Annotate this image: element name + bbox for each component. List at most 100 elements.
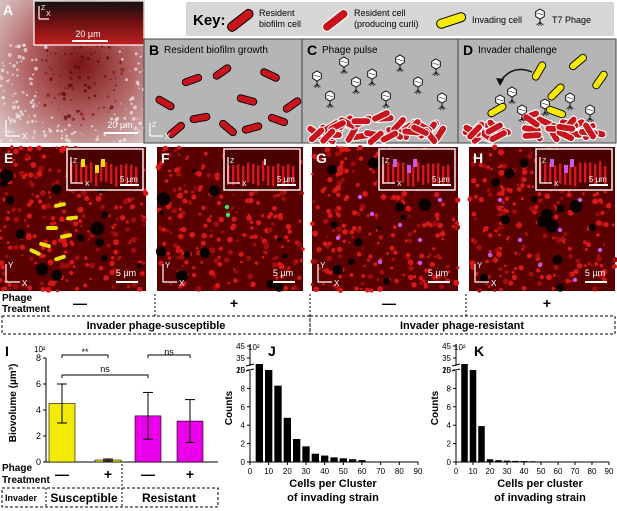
texture-dot (134, 67, 138, 71)
invading-cell (417, 260, 423, 266)
resident-cell-dot (203, 223, 208, 228)
resident-cell-dot (40, 286, 46, 292)
resident-cell-dot (143, 168, 147, 172)
resident-cell-dot (311, 172, 314, 176)
resident-cell-dot (215, 283, 221, 288)
invading-cell (39, 241, 51, 249)
resident-cell-dot (113, 223, 117, 227)
texture-dot (125, 108, 127, 110)
key-resident-label-2: biofilm cell (259, 19, 301, 29)
resident-cell-dot (172, 242, 178, 248)
resident-cell-dot (125, 227, 130, 232)
resident-cell-dot (379, 235, 382, 239)
curli-cell (366, 129, 385, 146)
resident-cell-dot (531, 185, 535, 188)
panel-a-inset-scalebar-label: 20 µm (75, 29, 100, 39)
resident-cell-dot (83, 283, 88, 288)
texture-dot (105, 135, 107, 137)
axis-y-label: Y (320, 261, 326, 270)
resident-cell-dot (227, 250, 233, 255)
resident-cell-dot (528, 271, 534, 277)
axis-break-mark (245, 363, 255, 367)
texture-dot (44, 72, 48, 75)
x-tick-label: 30 (503, 467, 512, 476)
inset-column (125, 163, 128, 184)
resident-cell-dot (140, 271, 145, 276)
axis-break (246, 366, 254, 371)
resident-cell-dot (271, 262, 278, 268)
resident-cell-dot (361, 274, 366, 278)
sig-label: ns (164, 347, 174, 357)
bar (529, 461, 536, 463)
texture-dot (139, 55, 142, 58)
resident-cell-dot (501, 201, 505, 205)
resident-cell-dot (584, 264, 587, 267)
resident-cell (267, 113, 289, 127)
resident-cell-dot (25, 154, 30, 159)
resident-cell-dot (216, 237, 221, 242)
texture-dot (11, 83, 14, 86)
inset-scalebar-label: 5 µm (120, 175, 138, 184)
resident-cell (282, 97, 302, 113)
bar (461, 370, 468, 462)
texture-dot (53, 96, 56, 100)
resident-cell-dot (427, 268, 432, 272)
resident-cell-dot (368, 232, 372, 236)
panel-k-xlabel-1: Cells per cluster (497, 478, 583, 490)
resident-cell-dot (119, 215, 126, 221)
resident-cell-dot (27, 146, 33, 152)
texture-dot (70, 99, 72, 101)
x-tick-label: 80 (395, 467, 404, 476)
inset-column (549, 162, 552, 183)
resident-cell-dot (231, 206, 235, 210)
resident-cell-dot (250, 281, 256, 288)
texture-dot (69, 70, 73, 75)
resident-cell-dot (393, 250, 398, 255)
resident-cell-dot (209, 234, 213, 238)
resident-cell-dot (55, 289, 60, 293)
texture-dot (120, 67, 125, 72)
texture-dot (21, 56, 25, 60)
texture-dot (7, 130, 11, 134)
resident-cell-dot (233, 268, 236, 271)
resident-cell-dot (316, 249, 320, 252)
resident-cell-dot (88, 201, 93, 206)
resident-cell-dot (242, 232, 247, 238)
texture-dot (67, 114, 71, 119)
key-resident-label: Resident (259, 8, 295, 18)
resident-cell-dot (76, 193, 81, 198)
texture-dot (31, 78, 34, 81)
resident-cell-dot (338, 274, 343, 279)
resident-cell-dot (369, 288, 374, 293)
texture-dot (12, 101, 15, 104)
resident-cell-dot (542, 233, 548, 239)
resident-cell-dot (13, 216, 20, 223)
resident-cell-dot (142, 223, 146, 227)
resident-cell-dot (247, 197, 254, 204)
resident-cell-dot (26, 224, 30, 228)
texture-dot (101, 140, 103, 142)
resident-cell-dot (499, 274, 502, 278)
resident-cell-dot (31, 193, 35, 197)
resident-cell-dot (30, 162, 37, 168)
texture-dot (92, 81, 97, 86)
resident-cell-dot (103, 275, 109, 281)
texture-dot (123, 116, 127, 120)
key-invading-label: Invading cell (472, 15, 522, 25)
invading-cell (54, 254, 66, 262)
resident-cell-dot (132, 282, 137, 288)
void (266, 279, 276, 290)
resident-cell-dot (373, 262, 378, 267)
inset-column (432, 163, 435, 184)
texture-dot (16, 44, 20, 49)
inset-invader (407, 165, 411, 173)
resident-cell-dot (567, 246, 572, 251)
resident-cell-dot (334, 151, 340, 157)
resident-cell-dot (332, 229, 335, 232)
resident-cell-dot (600, 210, 605, 215)
scalebar-label: 5 µm (428, 268, 448, 278)
resident-cell-dot (315, 205, 320, 210)
inset-column (427, 163, 430, 184)
resident-cell-dot (287, 266, 291, 269)
